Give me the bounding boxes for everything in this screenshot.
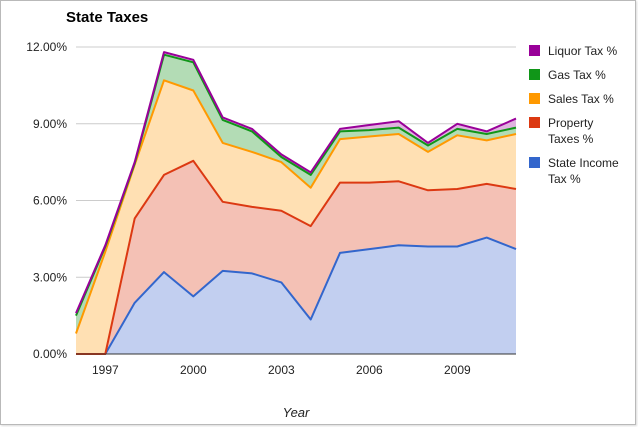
y-tick-labels: 0.00% 3.00% 6.00% 9.00% 12.00% <box>26 40 67 361</box>
y-tick-label: 9.00% <box>33 117 67 131</box>
chart-title: State Taxes <box>66 9 148 26</box>
legend-item-sales-tax[interactable]: Sales Tax % <box>529 92 614 106</box>
x-tick-label: 2000 <box>180 363 207 377</box>
legend-swatch <box>529 117 540 128</box>
x-tick-label: 1997 <box>92 363 119 377</box>
x-tick-label: 2009 <box>444 363 471 377</box>
x-tick-labels: 1997 2000 2003 2006 2009 <box>92 363 471 377</box>
y-tick-label: 6.00% <box>33 194 67 208</box>
legend-item-liquor-tax[interactable]: Liquor Tax % <box>529 44 617 58</box>
x-tick-label: 2003 <box>268 363 295 377</box>
legend-label: Sales Tax % <box>548 92 614 106</box>
line-sales-tax <box>75 79 517 334</box>
legend-label: Gas Tax % <box>548 68 606 82</box>
legend-label: State Income <box>548 156 619 170</box>
y-tick-label: 3.00% <box>33 270 67 284</box>
legend-label: Property <box>548 116 593 130</box>
area-series <box>76 52 516 355</box>
y-tick-label: 0.00% <box>33 347 67 361</box>
legend-swatch <box>529 69 540 80</box>
legend-label: Liquor Tax % <box>548 44 617 58</box>
legend-item-state-income-tax[interactable]: State Income Tax % <box>529 156 619 186</box>
line-liquor-tax <box>75 51 517 314</box>
legend-swatch <box>529 157 540 168</box>
line-property-taxes <box>76 159 517 355</box>
x-axis-title: Year <box>283 405 310 420</box>
line-state-income-tax <box>76 236 517 355</box>
legend-label: Tax % <box>548 172 581 186</box>
legend-label: Taxes % <box>548 132 594 146</box>
legend-item-property-taxes[interactable]: Property Taxes % <box>529 116 594 146</box>
legend[interactable]: Liquor Tax % Gas Tax % Sales Tax % Property… <box>529 44 619 186</box>
y-tick-label: 12.00% <box>26 40 67 54</box>
series-lines <box>75 51 517 355</box>
legend-swatch <box>529 93 540 104</box>
area-property-taxes <box>76 160 516 354</box>
x-tick-label: 2006 <box>356 363 383 377</box>
area-sales-tax <box>76 80 516 355</box>
legend-item-gas-tax[interactable]: Gas Tax % <box>529 68 606 82</box>
area-state-income-tax <box>76 237 516 354</box>
legend-swatch <box>529 45 540 56</box>
